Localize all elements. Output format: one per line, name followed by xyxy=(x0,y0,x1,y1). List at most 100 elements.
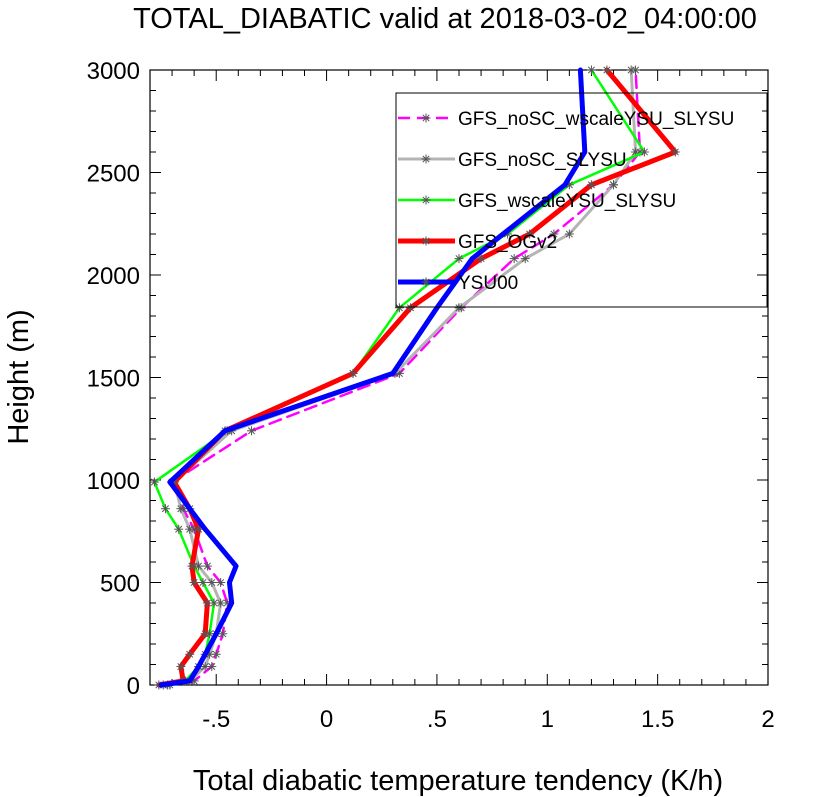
marker-stroke xyxy=(422,114,430,122)
series-marker xyxy=(207,578,217,587)
legend-label-4: YSU00 xyxy=(458,273,518,294)
series-marker xyxy=(602,65,612,75)
series-marker xyxy=(149,477,159,487)
marker-stroke xyxy=(186,650,194,658)
series-marker xyxy=(564,229,574,239)
marker-stroke xyxy=(188,562,196,570)
marker-stroke xyxy=(587,66,595,74)
series-marker xyxy=(185,649,195,659)
legend-label-3: GFS_OGv2 xyxy=(458,232,557,253)
series-marker xyxy=(202,561,212,571)
marker-stroke xyxy=(510,255,518,263)
marker-stroke xyxy=(422,155,430,163)
series-marker xyxy=(476,254,486,264)
marker-stroke xyxy=(565,230,573,238)
marker-stroke xyxy=(203,599,211,607)
x-tick-label: 2 xyxy=(761,706,774,733)
legend: GFS_noSC_wscaleYSU_SLYSU GFS_noSC_SLYSU GF… xyxy=(398,109,734,294)
series-marker xyxy=(509,254,519,264)
marker-stroke xyxy=(640,148,648,156)
y-tick-label: 1500 xyxy=(87,366,140,393)
marker-stroke xyxy=(208,662,216,671)
marker-stroke xyxy=(526,230,534,238)
marker-stroke xyxy=(422,237,430,245)
marker-stroke xyxy=(208,578,216,587)
series-marker xyxy=(189,578,199,587)
series-marker xyxy=(247,426,257,436)
series-marker xyxy=(185,524,195,534)
legend-box xyxy=(395,92,768,308)
series-marker xyxy=(174,524,184,534)
series-marker xyxy=(639,147,649,157)
axis-ticks: 0 500 1000 1500 2000 2500 3000 -.5 0 .5 1 1.5 2 xyxy=(87,58,775,733)
marker-stroke xyxy=(201,662,209,671)
marker-stroke xyxy=(455,255,463,263)
marker-stroke xyxy=(217,578,225,587)
legend-label-2: GFS_wscaleYSU_SLYSU xyxy=(458,191,676,212)
marker-stroke xyxy=(632,148,640,156)
series-marker xyxy=(670,147,680,157)
series-marker xyxy=(520,254,530,264)
y-tick-label: 500 xyxy=(100,571,140,598)
x-tick-label: .5 xyxy=(427,706,447,733)
series-marker xyxy=(421,113,431,123)
y-tick-label: 1000 xyxy=(87,468,140,495)
legend-label-0: GFS_noSC_wscaleYSU_SLYSU xyxy=(458,109,734,130)
y-tick-label: 2000 xyxy=(87,263,140,290)
marker-stroke xyxy=(422,278,430,286)
marker-stroke xyxy=(609,181,618,189)
y-axis-label: Height (m) xyxy=(3,309,35,444)
series-marker xyxy=(454,254,464,264)
series-marker xyxy=(160,504,170,514)
y-tick-label: 3000 xyxy=(87,58,140,85)
series-marker xyxy=(525,229,535,239)
series-marker xyxy=(187,561,197,571)
series-line-4 xyxy=(158,67,588,688)
marker-stroke xyxy=(349,369,357,377)
marker-stroke xyxy=(201,630,209,638)
marker-stroke xyxy=(177,662,185,671)
series-marker xyxy=(176,504,186,514)
series-group xyxy=(149,65,680,690)
marker-stroke xyxy=(587,181,595,189)
marker-stroke xyxy=(671,148,679,156)
series-marker xyxy=(454,303,464,313)
legend-label-1: GFS_noSC_SLYSU xyxy=(458,150,627,171)
x-tick-label: 0 xyxy=(320,706,333,733)
series-marker xyxy=(394,303,404,313)
x-axis-label: Total diabatic temperature tendency (K/h… xyxy=(193,765,723,797)
marker-stroke xyxy=(175,525,183,533)
series-marker xyxy=(209,598,219,608)
series-marker xyxy=(609,180,618,190)
marker-stroke xyxy=(565,181,573,189)
series-marker xyxy=(216,578,226,587)
series-marker xyxy=(202,598,212,608)
series-marker xyxy=(626,65,636,75)
marker-stroke xyxy=(247,427,256,435)
marker-stroke xyxy=(161,505,170,513)
series-marker xyxy=(198,578,208,587)
series-marker xyxy=(586,65,596,75)
series-marker xyxy=(200,629,210,639)
series-marker xyxy=(200,662,210,672)
marker-stroke xyxy=(186,525,194,533)
marker-stroke xyxy=(422,196,430,204)
y-tick-label: 2500 xyxy=(87,161,140,188)
marker-stroke xyxy=(203,562,211,570)
marker-stroke xyxy=(212,650,220,658)
x-tick-label: 1.5 xyxy=(641,706,674,733)
series-marker xyxy=(421,195,431,205)
marker-stroke xyxy=(627,66,635,74)
marker-stroke xyxy=(395,304,403,312)
marker-stroke xyxy=(477,255,485,263)
marker-stroke xyxy=(455,304,463,312)
marker-stroke xyxy=(406,304,414,312)
x-tick-label: -.5 xyxy=(202,706,230,733)
x-tick-label: 1 xyxy=(541,706,554,733)
y-tick-label: 0 xyxy=(127,673,140,700)
marker-stroke xyxy=(521,255,529,263)
marker-stroke xyxy=(603,66,611,74)
marker-stroke xyxy=(199,578,207,587)
series-marker xyxy=(405,303,415,313)
marker-stroke xyxy=(219,630,227,638)
